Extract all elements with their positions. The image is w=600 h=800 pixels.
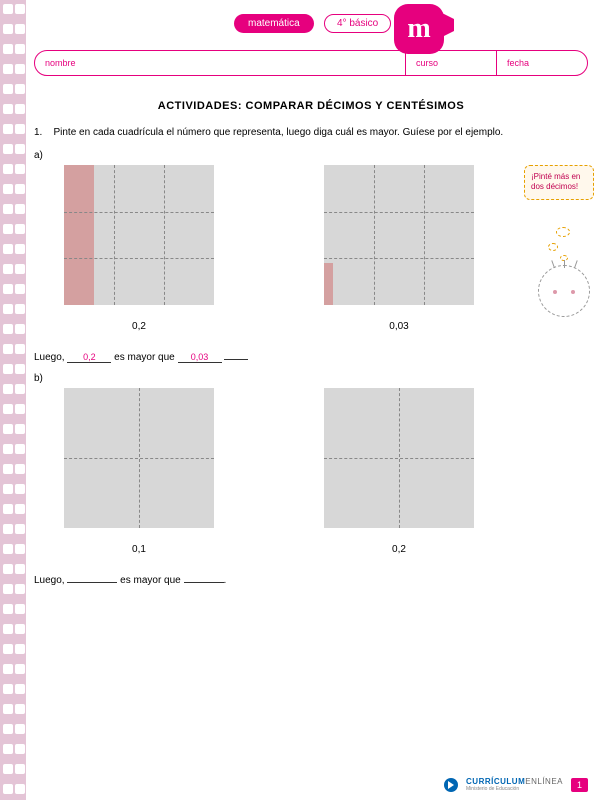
blank-a3 [224,359,248,360]
page-number: 1 [571,778,588,792]
blank-a1: 0,2 [67,352,111,363]
footer-tagline: Ministerio de Educación [466,786,563,792]
logo-letter: m [407,13,430,45]
course-field-label: curso [406,58,496,68]
luego-suffix-b: . [224,575,227,586]
conclusion-a: Luego, 0,2 es mayor que 0,03 [34,352,588,363]
instruction-body: Pinte en cada cuadrícula el número que r… [53,127,503,138]
grid-b-right [324,388,474,528]
footer-text-block: CURRÍCULUMENLÍNEA Ministerio de Educació… [466,777,563,792]
worksheet-page: matemática 4° básico m nombre curso fech… [34,8,588,792]
luego-mid-b: es mayor que [120,575,181,586]
blank-b2 [184,582,224,583]
conclusion-b: Luego, es mayor que . [34,575,588,586]
caption-b-right: 0,2 [324,544,474,555]
footer-brand-main: CURRÍCULUM [466,777,525,786]
instruction-text: 1. Pinte en cada cuadrícula el número qu… [34,126,588,140]
speech-bubble: ¡Pinté más en dos décimos! [524,165,594,200]
footer-brand: CURRÍCULUMENLÍNEA [466,777,563,786]
footer: CURRÍCULUMENLÍNEA Ministerio de Educació… [444,777,588,792]
footer-brand-sub: ENLÍNEA [525,777,563,786]
blank-b1 [67,582,117,583]
luego-mid: es mayor que [114,352,175,363]
logo-flap [436,10,466,40]
question-number: 1. [34,127,42,138]
thought-dot [556,227,570,237]
grid-b-right-wrap: 0,2 [324,388,474,555]
part-b-label: b) [34,373,588,384]
grid-a-right [324,165,474,305]
grid-a-left-wrap: 0,2 [64,165,214,332]
luego-prefix-b: Luego, [34,575,65,586]
part-a-grids: 0,2 0,03 ¡Pinté más en dos décimos! [34,165,588,332]
name-field-label: nombre [35,58,405,68]
date-field-label: fecha [497,58,587,68]
grid-b-left [64,388,214,528]
decorative-side-border [0,0,26,800]
worksheet-title: ACTIVIDADES: COMPARAR DÉCIMOS Y CENTÉSIM… [34,100,588,112]
grid-a-left [64,165,214,305]
part-b-grids: 0,1 0,2 [34,388,588,555]
luego-prefix: Luego, [34,352,65,363]
caption-b-left: 0,1 [64,544,214,555]
character-face-icon [538,265,590,317]
blank-a2: 0,03 [178,352,222,363]
subject-tab: matemática [234,14,314,33]
caption-a-left: 0,2 [64,321,214,332]
part-a-label: a) [34,150,588,161]
grade-tab: 4° básico [324,14,391,33]
grid-a-right-wrap: 0,03 [324,165,474,332]
footer-logo-icon [444,778,458,792]
grid-b-left-wrap: 0,1 [64,388,214,555]
student-info-bar: nombre curso fecha [34,50,588,76]
thought-dot [548,243,558,251]
header: matemática 4° básico m [34,8,588,48]
caption-a-right: 0,03 [324,321,474,332]
